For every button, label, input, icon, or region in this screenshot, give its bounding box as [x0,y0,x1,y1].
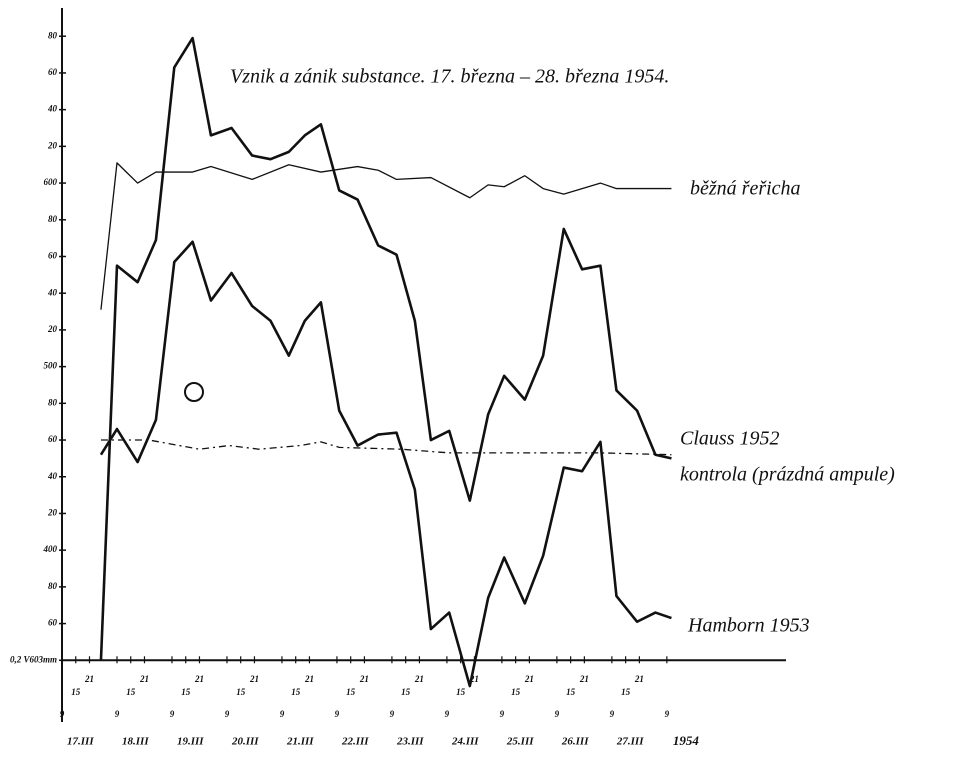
y-tick-label: 600 [44,177,58,187]
x-tick-label: 15 [511,687,521,697]
x-tick-label: 21 [579,674,589,684]
x-tick-label: 9 [60,709,65,719]
x-tick-label: 21 [194,674,204,684]
x-tick-label: 21 [139,674,149,684]
x-tick-label: 15 [236,687,246,697]
x-tick-label: 21 [634,674,644,684]
series-label: běžná řeřicha [690,178,801,200]
y-tick-label: 80 [48,30,58,40]
x-tick-label: 15 [181,687,191,697]
x-tick-label: 9 [280,709,285,719]
x-tick-label: 15 [346,687,356,697]
y-tick-label: 60 [48,618,58,628]
date-label: 20.III [231,736,259,748]
date-label: 27.III [616,736,644,748]
x-tick-label: 9 [555,709,560,719]
x-tick-label: 15 [621,687,631,697]
date-label: 18.III [122,736,149,748]
y-tick-label: 40 [47,471,58,481]
y-tick-label: 80 [48,581,58,591]
x-tick-label: 9 [445,709,450,719]
y-tick-label: 60 [48,434,58,444]
x-tick-label: 9 [170,709,175,719]
y-tick-label: 20 [47,140,58,150]
date-label: 17.III [67,736,94,748]
y-tick-label: 80 [48,214,58,224]
x-tick-label: 9 [500,709,505,719]
date-label: 25.III [506,736,534,748]
x-tick-label: 21 [359,674,369,684]
y-tick-label: 60 [48,251,58,261]
y-tick-label: 40 [47,287,58,297]
x-tick-label: 9 [225,709,230,719]
x-tick-label: 15 [456,687,466,697]
x-tick-label: 15 [291,687,301,697]
x-tick-label: 15 [126,687,136,697]
x-tick-label: 21 [84,674,94,684]
date-label: 22.III [341,736,369,748]
date-label: 24.III [451,736,479,748]
series-label: Hamborn 1953 [687,615,810,637]
y-tick-label: 0,2 V603mm [10,654,57,664]
x-tick-label: 9 [335,709,340,719]
y-tick-label: 80 [48,397,58,407]
x-tick-label: 9 [390,709,395,719]
x-tick-label: 9 [610,709,615,719]
circle-symbol [184,382,204,402]
y-tick-label: 400 [43,544,58,554]
date-label: 23.III [396,736,424,748]
y-tick-label: 500 [44,361,58,371]
x-tick-label: 21 [414,674,424,684]
year-label: 1954 [673,733,700,748]
x-tick-label: 21 [249,674,259,684]
x-tick-label: 9 [665,709,670,719]
series-line [100,439,672,456]
date-label: 21.III [286,736,314,748]
series-label: kontrola (prázdná ampule) [680,464,895,486]
y-tick-label: 20 [47,508,58,518]
chart-title: Vznik a zánik substance. 17. března – 28… [230,66,669,88]
x-tick-label: 21 [524,674,534,684]
date-label: 26.III [561,736,589,748]
series-label: Clauss 1952 [680,428,779,450]
x-tick-label: 9 [115,709,120,719]
x-tick-label: 21 [304,674,314,684]
x-tick-label: 15 [401,687,411,697]
y-tick-label: 20 [47,324,58,334]
x-tick-label: 21 [469,674,479,684]
y-tick-label: 40 [47,104,58,114]
series-line [100,162,672,310]
date-label: 19.III [177,736,204,748]
y-tick-label: 60 [48,67,58,77]
series-line [99,36,672,661]
x-tick-label: 15 [71,687,81,697]
series-line [99,240,672,688]
x-tick-label: 15 [566,687,576,697]
